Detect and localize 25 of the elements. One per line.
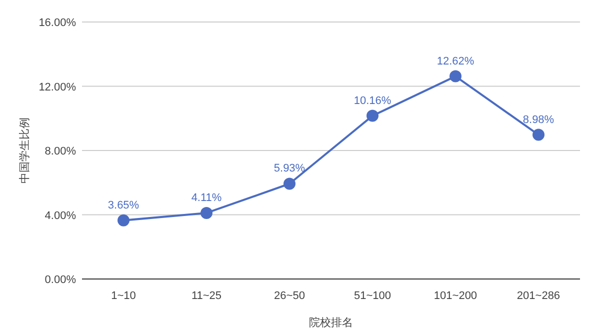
x-tick-label: 101~200 (434, 290, 478, 302)
y-tick-label: 12.00% (38, 81, 76, 94)
y-tick-label: 4.00% (44, 210, 76, 222)
data-label: 5.93% (274, 162, 306, 175)
y-tick-label: 16.00% (38, 17, 76, 29)
point (366, 110, 378, 122)
data-label: 10.16% (354, 94, 392, 107)
data-label: 12.62% (436, 55, 474, 68)
data-label: 3.65% (108, 199, 140, 212)
point (450, 70, 462, 82)
data-label: 4.11% (191, 192, 222, 204)
x-tick-label: 11~25 (191, 290, 222, 302)
y-axis-title: 中国学生比例 (18, 118, 31, 184)
x-tick-label: 51~100 (354, 290, 392, 302)
x-axis-title: 院校排名 (309, 316, 353, 329)
y-tick-label: 8.00% (44, 146, 76, 158)
data-label: 8.98% (522, 114, 554, 126)
x-tick-label: 26~50 (274, 290, 305, 302)
point (200, 206, 212, 219)
y-tick-label: 0.00% (44, 274, 76, 286)
x-tick-label: 201~286 (516, 290, 560, 302)
x-tick-label: 1~10 (111, 290, 136, 302)
point (532, 128, 544, 141)
point (284, 178, 296, 190)
point (118, 214, 130, 226)
